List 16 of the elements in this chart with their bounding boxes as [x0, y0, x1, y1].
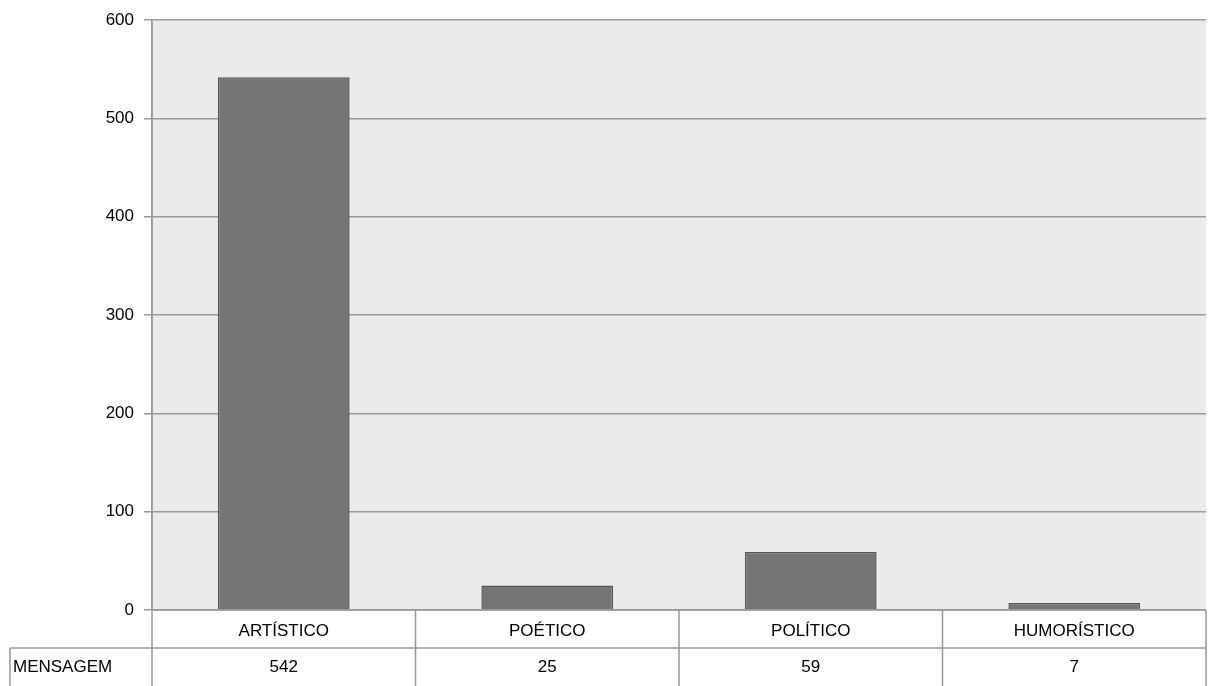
y-tick-label: 600 — [105, 9, 134, 29]
y-tick-label: 300 — [105, 304, 134, 324]
y-tick-label: 0 — [124, 599, 134, 619]
y-tick-label: 100 — [105, 501, 134, 521]
text: MENSAGEM — [13, 656, 113, 676]
x-tick-label: POÉTICO — [508, 620, 586, 640]
data-label: 542 — [269, 656, 298, 676]
data-label: 59 — [801, 656, 821, 676]
data-label: 7 — [1069, 656, 1079, 676]
y-tick-label: 500 — [105, 108, 134, 128]
x-tick-label: HUMORÍSTICO — [1013, 620, 1135, 640]
data-label: 25 — [537, 656, 557, 676]
y-tick-label: 200 — [105, 403, 134, 423]
y-tick-label: 400 — [105, 206, 134, 226]
x-tick-label: ARTÍSTICO — [238, 620, 329, 640]
x-tick-label: POLÍTICO — [771, 620, 851, 640]
